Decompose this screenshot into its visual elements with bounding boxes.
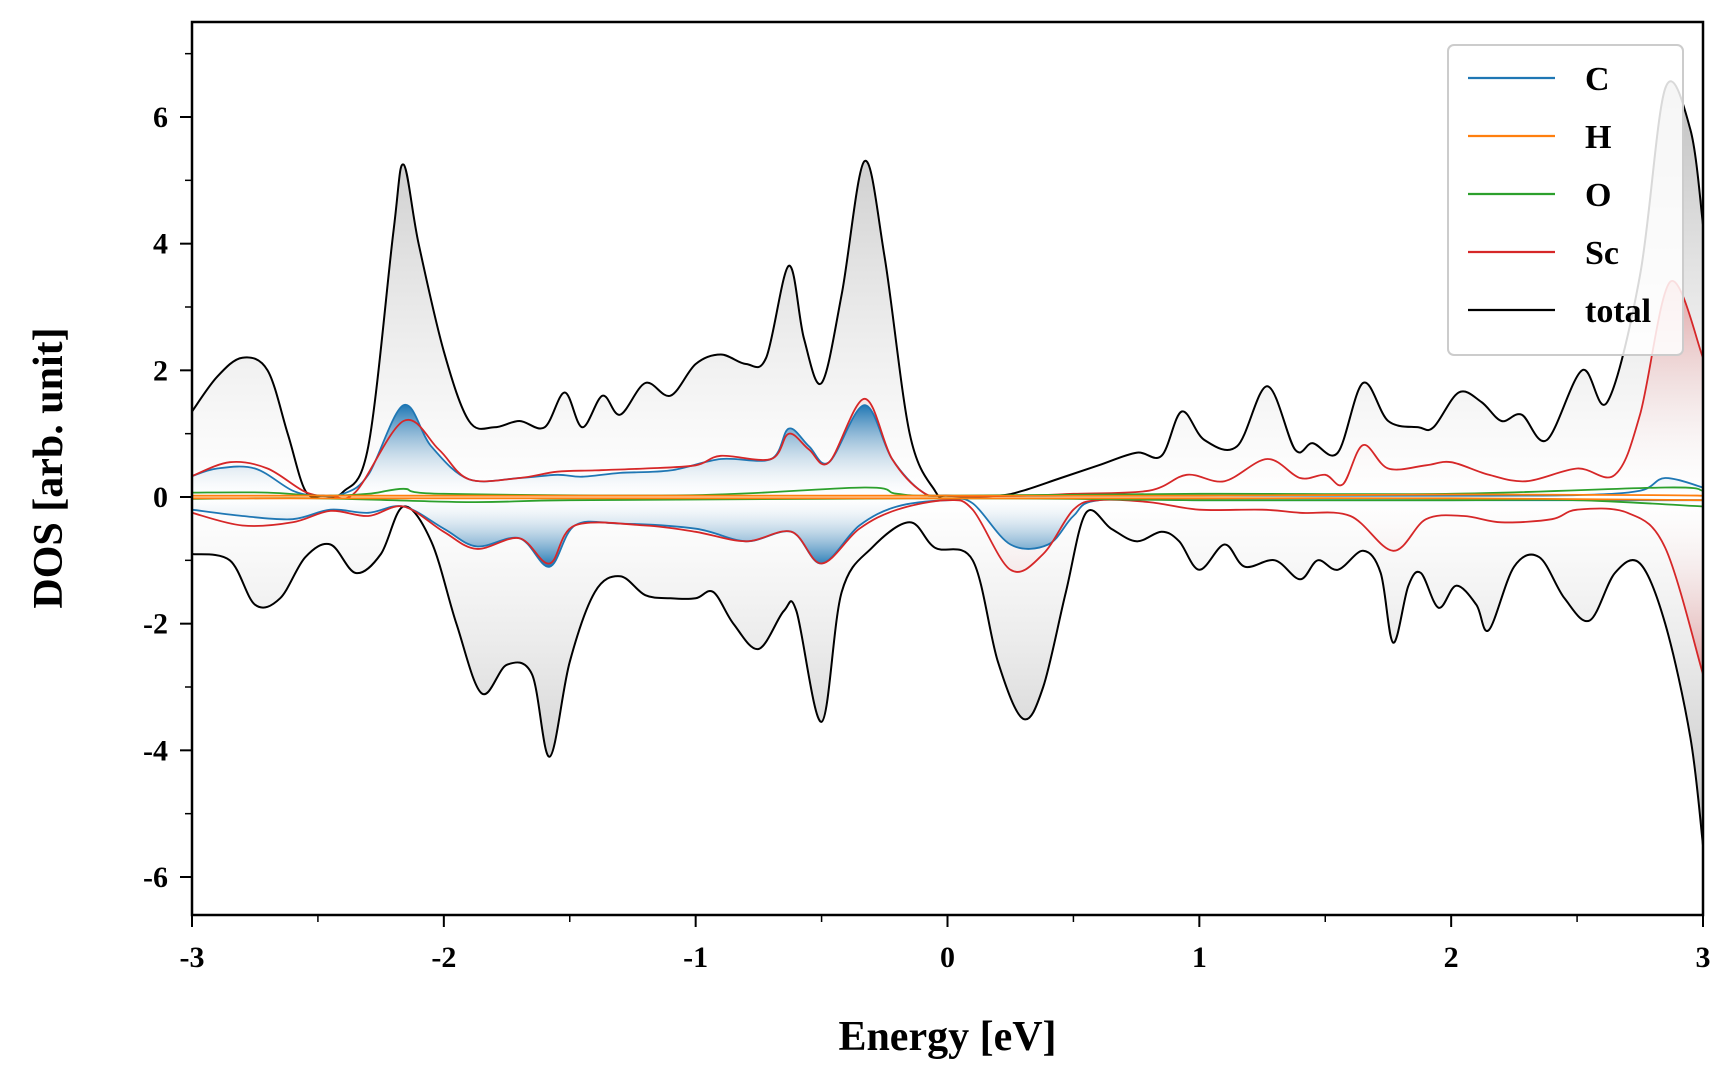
series-line-total-spin-down [192,505,1703,846]
x-tick-label: -2 [431,941,456,974]
fill-c-spin-down [192,497,1703,567]
y-tick-label: -4 [143,734,168,767]
fill-total-spin-down [192,497,1703,846]
tick-layer: -3 -2 -1 0 1 2 3 -6 -4 -2 0 2 4 6 [143,52,1711,974]
legend-label-sc: Sc [1585,235,1619,272]
line-layer [192,80,1703,846]
legend-label-h: H [1585,119,1611,156]
y-tick-label: 2 [153,354,168,387]
x-axis-label: Energy [eV] [838,1014,1056,1060]
x-tick-label: -3 [180,941,205,974]
x-tick-label: 3 [1696,941,1711,974]
x-tick-label: 1 [1192,941,1207,974]
series-line-sc-spin-down [192,498,1703,675]
legend-label-c: C [1585,61,1610,98]
y-tick-label: 4 [153,228,168,261]
fill-layer [192,81,1703,846]
y-tick-label: 0 [153,481,168,514]
y-axis-label: DOS [arb. unit] [26,327,72,608]
x-tick-label: 2 [1444,941,1459,974]
legend-box [1447,44,1684,356]
y-tick-label: 6 [153,101,168,134]
legend-label-total: total [1585,293,1651,330]
legend: CHO Sc total [1447,44,1684,356]
fill-sc-spin-down [192,497,1703,675]
legend-label-o: O [1585,177,1611,214]
series-line-h-spin-down [192,497,1703,502]
y-tick-label: -2 [143,608,168,641]
y-tick-label: -6 [143,861,168,894]
x-tick-label: 0 [940,941,955,974]
fill-total-spin-up [192,81,1703,498]
series-line-h-spin-up [192,493,1703,497]
series-line-total-spin-up [192,80,1703,498]
x-tick-label: -1 [683,941,708,974]
fill-sc-spin-up [192,280,1703,499]
